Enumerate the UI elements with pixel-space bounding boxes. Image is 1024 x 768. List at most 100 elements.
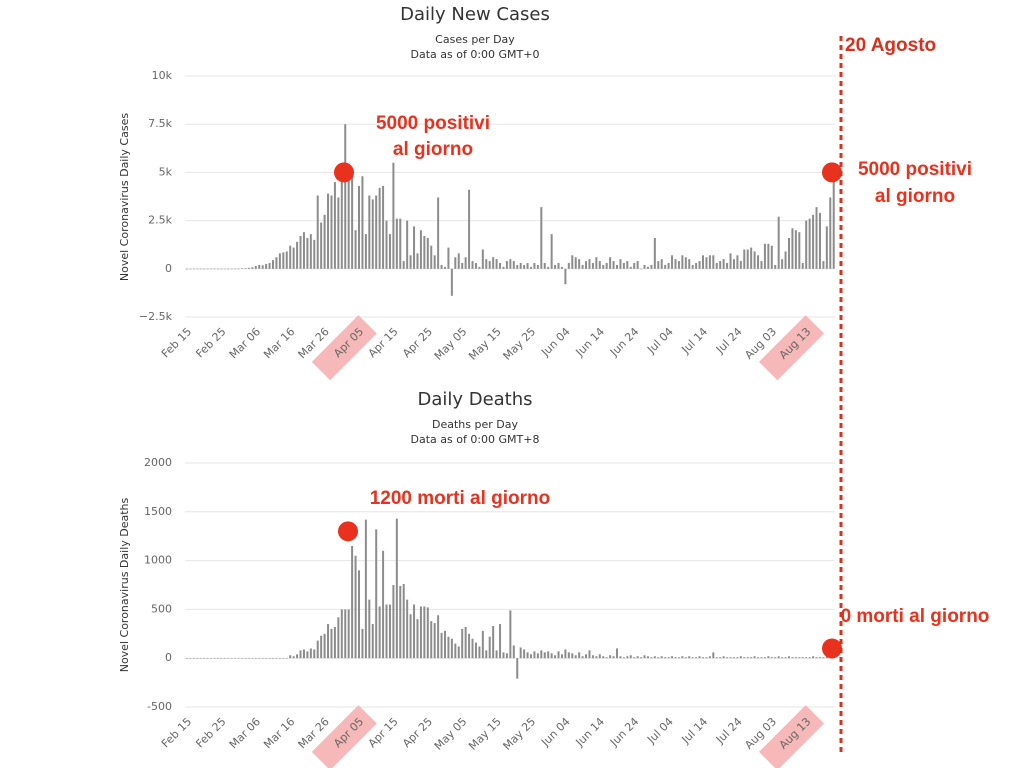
bar — [306, 651, 309, 659]
bar — [216, 268, 219, 270]
bar — [474, 263, 477, 269]
bar — [316, 195, 319, 269]
x-tick-label: Jun 04 — [538, 325, 572, 359]
bar — [774, 264, 777, 269]
bar — [206, 658, 209, 659]
bar — [296, 241, 299, 269]
bar — [364, 234, 367, 269]
bar — [653, 656, 656, 659]
chart-subtitle: Data as of 0:00 GMT+0 — [411, 48, 540, 61]
bar — [557, 263, 560, 269]
bar — [347, 178, 350, 269]
annotation-dot — [822, 162, 842, 183]
bar — [684, 257, 687, 269]
bar — [509, 610, 512, 659]
bar — [571, 255, 574, 269]
bar — [794, 657, 797, 659]
bar — [375, 529, 378, 659]
bar — [203, 658, 206, 659]
bar — [736, 657, 739, 659]
bar — [798, 657, 801, 659]
bar — [788, 656, 790, 659]
bar — [812, 656, 815, 659]
x-tick: Jul 14 — [679, 325, 711, 357]
bar — [330, 195, 333, 269]
bar — [626, 656, 629, 659]
bar — [492, 625, 495, 659]
bar — [664, 264, 667, 269]
y-tick-label: 0 — [165, 651, 172, 664]
bar — [781, 259, 784, 269]
bar — [554, 655, 557, 659]
bar — [708, 255, 711, 269]
x-tick: May 25 — [501, 325, 539, 363]
bar — [292, 247, 295, 269]
bar — [605, 263, 608, 269]
bar — [650, 657, 653, 659]
bar — [437, 615, 440, 659]
x-tick: Apr 25 — [400, 715, 435, 750]
bar — [186, 268, 188, 270]
x-tick-label: Jun 24 — [607, 715, 641, 749]
bar — [567, 652, 570, 659]
bar — [746, 249, 749, 269]
bar — [447, 247, 450, 269]
bar — [399, 218, 402, 269]
bar — [457, 253, 460, 269]
x-tick: May 25 — [501, 715, 539, 753]
bar — [189, 268, 192, 270]
bar — [268, 658, 271, 659]
x-tick: Jul 14 — [679, 715, 711, 747]
bar — [247, 658, 250, 659]
bar — [388, 604, 391, 659]
x-tick-label: May 25 — [501, 325, 539, 363]
bar — [726, 657, 729, 659]
x-tick: Feb 15 — [159, 715, 194, 750]
bar — [753, 251, 756, 269]
bar — [461, 263, 464, 269]
bar — [691, 264, 694, 269]
tick-highlight — [758, 705, 825, 768]
bar — [186, 658, 188, 659]
bar — [210, 658, 213, 659]
bar — [760, 657, 763, 659]
chart-title: Daily Deaths — [417, 389, 532, 410]
bar — [254, 658, 257, 659]
bar — [206, 268, 209, 270]
bar — [650, 264, 653, 269]
bar — [413, 604, 416, 659]
bar — [540, 650, 543, 659]
bar — [695, 657, 698, 659]
bar — [241, 268, 244, 269]
bar — [822, 261, 825, 269]
bar — [223, 658, 226, 659]
bar — [323, 214, 326, 269]
bar — [354, 555, 357, 659]
bar — [530, 654, 532, 659]
bar — [547, 266, 550, 269]
bar — [688, 259, 691, 269]
bar — [753, 656, 756, 659]
bar — [719, 261, 722, 269]
bar — [234, 658, 237, 659]
bar — [808, 657, 811, 659]
bar — [595, 656, 598, 659]
bar — [299, 650, 302, 659]
bar — [657, 657, 660, 659]
bar — [320, 635, 323, 659]
bar — [282, 252, 285, 269]
bar — [643, 655, 646, 659]
bar — [729, 253, 732, 269]
x-tick-label: Jul 14 — [679, 715, 711, 747]
bar — [688, 656, 691, 659]
bar — [251, 658, 254, 659]
bar — [213, 268, 216, 270]
bar — [770, 245, 773, 269]
bar — [643, 264, 646, 269]
bar — [265, 263, 268, 269]
bar — [505, 653, 508, 659]
bar — [361, 628, 364, 659]
bar — [547, 651, 550, 659]
bar — [609, 655, 612, 659]
annotation-dot — [338, 521, 358, 542]
